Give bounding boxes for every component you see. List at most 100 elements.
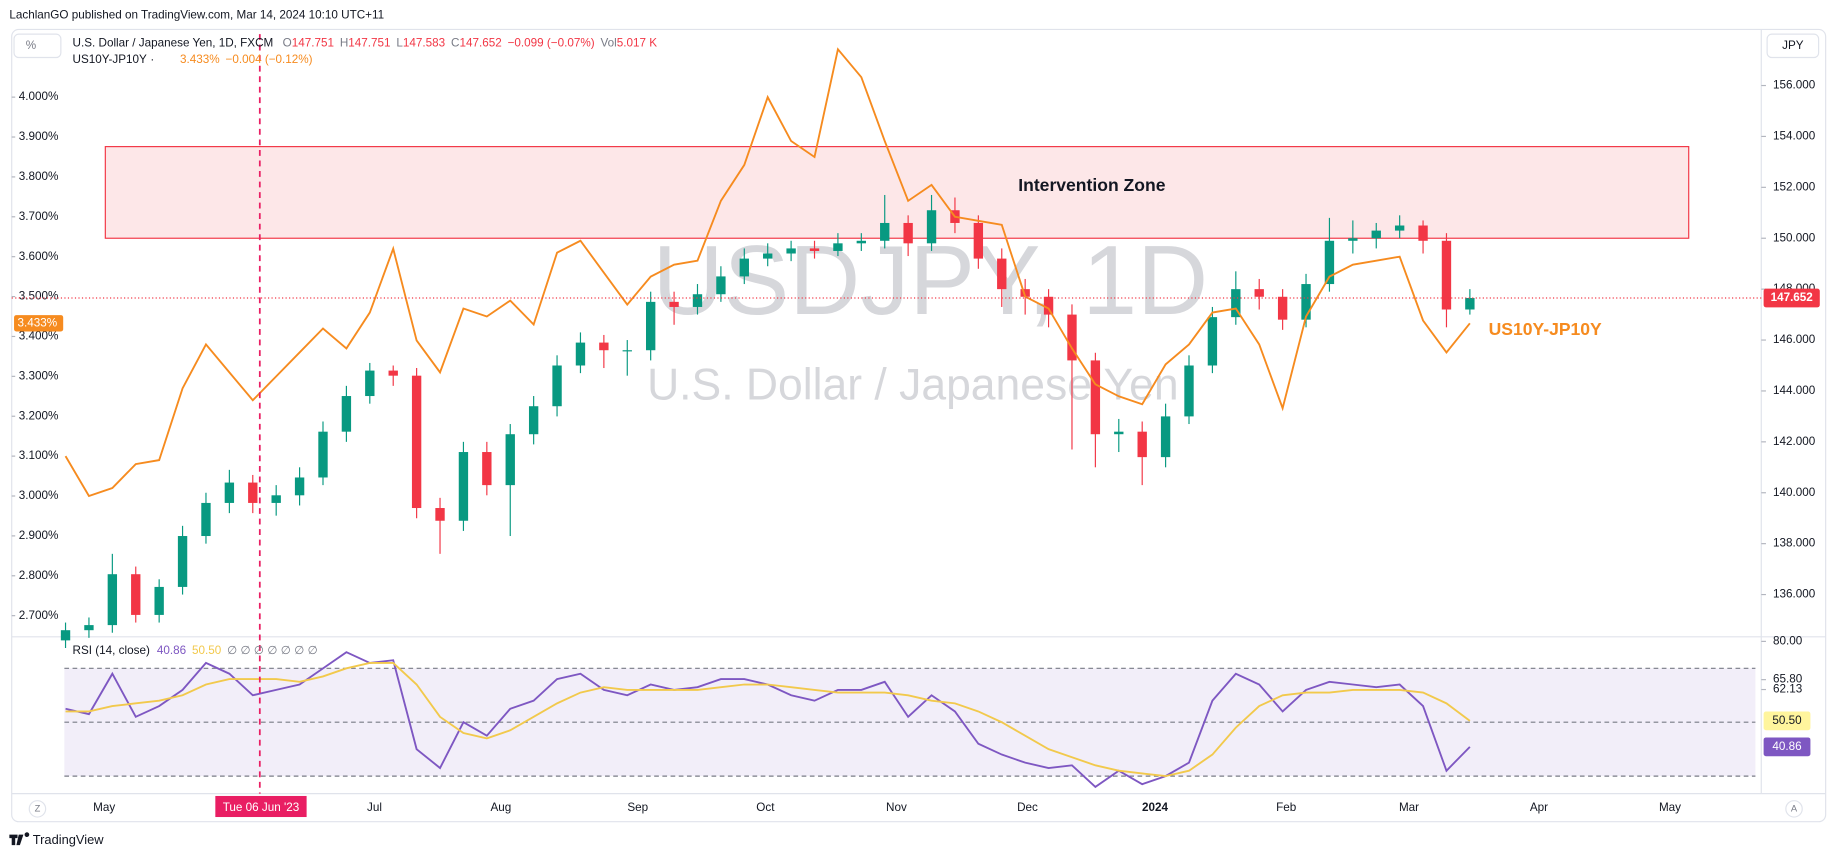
- candle-body: [435, 508, 445, 521]
- x-tick-label: May: [93, 801, 115, 814]
- y2-tick-label: 2.700%: [19, 609, 59, 622]
- y2-tick-label: 3.400%: [19, 330, 59, 343]
- legend-field-label: O: [283, 37, 292, 50]
- y-tick-label: 140.000: [1773, 486, 1816, 499]
- y2-tick-label: 3.100%: [19, 449, 59, 462]
- zoom-button[interactable]: [28, 800, 47, 818]
- candle-body: [645, 301, 656, 351]
- time-axis: May Jul Aug Sep Oct Nov Dec 2024 Feb Mar…: [93, 801, 1681, 814]
- candle-body: [763, 253, 773, 259]
- auto-scale-button-label[interactable]: A: [1791, 803, 1798, 813]
- crosshair-label-box: [215, 795, 307, 818]
- candle-body: [1020, 289, 1030, 297]
- y-tick-label: 150.000: [1773, 231, 1816, 244]
- watermark-description: U.S. Dollar / Japanese Yen: [647, 360, 1178, 409]
- legend-volume-label: Vol: [601, 37, 617, 50]
- candle-body: [84, 625, 94, 631]
- candle-body: [1067, 314, 1077, 361]
- x-tick-label: 2024: [1142, 801, 1169, 814]
- rsi-tick-label: 62.13: [1773, 683, 1802, 696]
- spread-line: [64, 47, 1471, 498]
- currency-button-label[interactable]: JPY: [1782, 39, 1804, 52]
- candle-body: [388, 370, 398, 376]
- x-tick-label: Sep: [627, 801, 648, 814]
- y2-tick-label: 2.800%: [19, 569, 59, 582]
- y-tick-label: 142.000: [1773, 435, 1816, 448]
- y-tick-label: 156.000: [1773, 79, 1816, 92]
- x-tick-label: Aug: [490, 801, 511, 814]
- y-tick-label: 154.000: [1773, 130, 1816, 143]
- candle-body: [318, 431, 328, 478]
- x-tick-label: Feb: [1276, 801, 1297, 814]
- candle-body: [599, 342, 609, 351]
- candle-body: [692, 294, 703, 307]
- legend-value: 3.433%: [180, 53, 220, 66]
- intervention-zone: [104, 146, 1690, 239]
- watermark-symbol: USDJPY, 1D: [653, 225, 1208, 335]
- footer-brand: TradingView: [33, 832, 104, 847]
- rsi-legend: RSI (14, close) 40.86 50.50 ∅ ∅ ∅ ∅ ∅ ∅ ∅: [73, 644, 318, 657]
- candle-body: [224, 482, 235, 503]
- legend-symbol: U.S. Dollar / Japanese Yen, 1D, FXCM: [73, 37, 274, 50]
- x-tick-label: Nov: [886, 801, 907, 814]
- candle-body: [201, 502, 211, 537]
- candle-body: [552, 365, 562, 407]
- legend-field-value: 147.751: [348, 37, 390, 50]
- candle-body: [739, 258, 749, 277]
- legend-field-value: 147.583: [403, 37, 445, 50]
- candle-body: [1418, 225, 1428, 241]
- x-tick-label: Apr: [1530, 801, 1548, 814]
- zone-layer: Intervention Zone: [64, 146, 1756, 777]
- candle-body: [1348, 238, 1358, 241]
- y2-tick-label: 3.800%: [19, 170, 59, 183]
- published-line: LachlanGO published on TradingView.com, …: [9, 8, 384, 21]
- candle-body: [1277, 296, 1288, 320]
- candle-body: [131, 574, 141, 615]
- candle-body: [856, 240, 867, 244]
- spread-tag: [14, 315, 64, 332]
- candle-body: [60, 630, 71, 641]
- candle-body: [528, 406, 539, 435]
- y2-tick-label: 3.700%: [19, 210, 59, 223]
- overlay-legend: US10Y-JP10Y · 3.433% −0.004 (−0.12%): [73, 53, 313, 66]
- label-layer: 136.000 138.000 140.000 142.000 144.000 146.0…: [11, 79, 1820, 757]
- candle-body: [1441, 240, 1452, 310]
- candle-body: [1207, 317, 1218, 366]
- candle-body: [341, 396, 352, 432]
- legend-field-value: 147.652: [459, 37, 501, 50]
- candle-body: [154, 586, 164, 615]
- candle-body: [1324, 240, 1335, 285]
- candle-body: [809, 248, 820, 251]
- legend-field-value: 147.751: [292, 37, 334, 50]
- x-tick-label: Oct: [756, 801, 775, 814]
- legend-field-label: C: [451, 37, 459, 50]
- candle-body: [786, 248, 796, 254]
- crosshair-label: Tue 06 Jun '23: [223, 801, 300, 814]
- y2-tick-label: 3.200%: [19, 409, 59, 422]
- candle-body: [1114, 431, 1124, 435]
- currency-button[interactable]: [1766, 33, 1820, 59]
- candle-body: [622, 350, 632, 352]
- zoom-button-label[interactable]: Z: [35, 803, 41, 813]
- candle-body: [1371, 230, 1381, 239]
- candle-body: [997, 258, 1007, 290]
- rsi-ma-tag: [1763, 711, 1811, 731]
- auto-scale-button[interactable]: [1785, 800, 1803, 818]
- y2-tick-label: 3.500%: [19, 290, 59, 303]
- y-tick-label: 136.000: [1773, 588, 1816, 601]
- rsi-tick-label: 65.80: [1773, 673, 1803, 686]
- percent-button-label[interactable]: %: [26, 39, 36, 52]
- candle-body: [1231, 289, 1241, 318]
- rsi-tag-label: 40.86: [1772, 740, 1801, 753]
- candle-body: [716, 276, 726, 295]
- legend-field-label: L: [396, 37, 403, 50]
- zone-label: Intervention Zone: [1018, 175, 1165, 195]
- rsi-na-values: ∅ ∅ ∅ ∅ ∅ ∅ ∅: [227, 644, 318, 657]
- candle-body: [926, 210, 937, 244]
- candle-body: [880, 222, 890, 241]
- percent-button[interactable]: [13, 33, 62, 59]
- candle-body: [973, 222, 984, 259]
- candle-body: [1160, 416, 1171, 458]
